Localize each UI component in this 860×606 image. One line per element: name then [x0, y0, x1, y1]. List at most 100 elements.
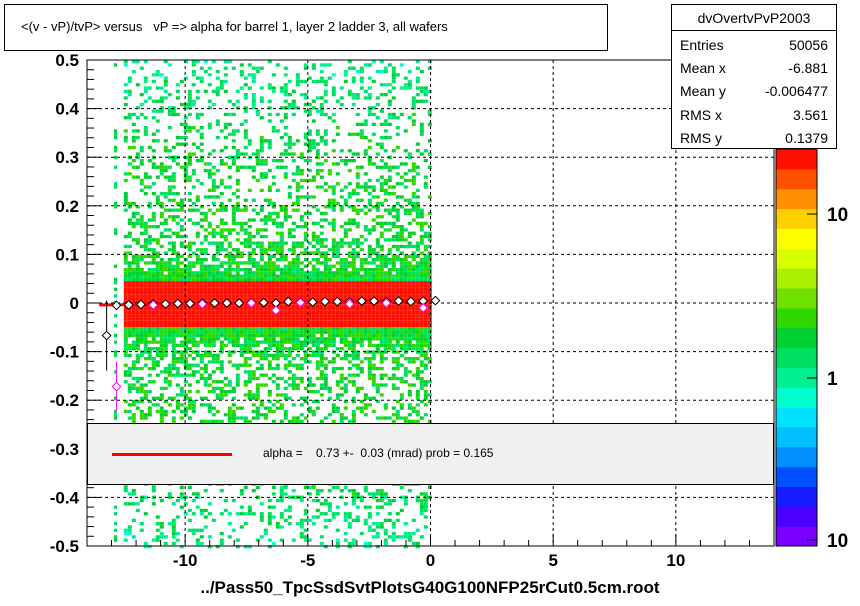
heatmap-cell [147, 248, 152, 252]
heatmap-cell [327, 258, 332, 262]
heatmap-cell [391, 310, 396, 315]
heatmap-cell [407, 281, 412, 285]
heatmap-cell [423, 274, 428, 278]
heatmap-cell [235, 330, 240, 334]
heatmap-cell [235, 168, 240, 173]
heatmap-cell [235, 284, 240, 288]
heatmap-cell [367, 317, 372, 321]
heatmap-cell [347, 251, 352, 255]
heatmap-cell [311, 340, 316, 344]
heatmap-cell [395, 366, 400, 371]
heatmap-cell [183, 324, 188, 328]
heatmap-cell [235, 264, 240, 268]
heatmap-cell [395, 208, 400, 212]
heatmap-cell [179, 218, 184, 222]
heatmap-cell [155, 528, 160, 532]
heatmap-cell [199, 320, 204, 324]
heatmap-cell [131, 122, 136, 126]
heatmap-cell [363, 291, 368, 295]
heatmap-cell [187, 390, 192, 394]
heatmap-cell [243, 317, 248, 321]
heatmap-cell [131, 294, 136, 298]
heatmap-cell [343, 284, 348, 288]
heatmap-cell [131, 419, 136, 423]
heatmap-cell [415, 419, 420, 423]
heatmap-cell [303, 159, 308, 163]
heatmap-cell [387, 248, 392, 252]
heatmap-cell [399, 244, 404, 249]
heatmap-cell [363, 274, 368, 278]
heatmap-cell [167, 380, 172, 384]
heatmap-cell [255, 307, 260, 311]
heatmap-cell [207, 390, 212, 394]
heatmap-cell [339, 195, 344, 199]
heatmap-cell [351, 317, 356, 321]
heatmap-cell [379, 215, 384, 219]
heatmap-cell [299, 185, 304, 189]
heatmap-cell [411, 518, 416, 522]
heatmap-cell [171, 525, 176, 529]
heatmap-cell [207, 99, 212, 103]
heatmap-cell [143, 291, 148, 295]
heatmap-cell [339, 291, 344, 295]
heatmap-cell [231, 248, 236, 252]
heatmap-cell [171, 360, 176, 364]
heatmap-cell [155, 350, 160, 354]
heatmap-cell [311, 221, 316, 225]
heatmap-cell [327, 337, 332, 341]
heatmap-cell [235, 317, 240, 321]
heatmap-cell [323, 79, 328, 84]
heatmap-cell [123, 320, 128, 324]
heatmap-cell [343, 258, 348, 262]
heatmap-cell [155, 347, 160, 351]
heatmap-cell [399, 234, 404, 239]
heatmap-cell [347, 287, 352, 291]
heatmap-cell [427, 347, 432, 351]
heatmap-cell [387, 337, 392, 341]
heatmap-cell [415, 172, 420, 176]
heatmap-cell [367, 274, 372, 278]
heatmap-cell [251, 284, 256, 288]
heatmap-cell [235, 307, 240, 311]
heatmap-cell [399, 231, 404, 235]
heatmap-cell [143, 307, 148, 311]
heatmap-cell [267, 376, 272, 381]
heatmap-cell [155, 310, 160, 315]
heatmap-cell [127, 314, 132, 318]
heatmap-cell [155, 360, 160, 364]
heatmap-cell [131, 274, 136, 278]
heatmap-cell [231, 333, 236, 338]
heatmap-cell [359, 409, 364, 414]
heatmap-cell [363, 541, 368, 546]
heatmap-cell [295, 258, 300, 262]
heatmap-cell [247, 333, 252, 338]
heatmap-cell [167, 208, 172, 212]
heatmap-cell [143, 271, 148, 275]
heatmap-cell [327, 201, 332, 206]
heatmap-cell [291, 112, 296, 117]
heatmap-cell [399, 333, 404, 338]
heatmap-cell [235, 512, 240, 516]
heatmap-cell [131, 324, 136, 328]
heatmap-cell [183, 330, 188, 334]
heatmap-cell [383, 258, 388, 262]
heatmap-cell [143, 274, 148, 278]
heatmap-cell [335, 310, 340, 315]
heatmap-cell [379, 261, 384, 265]
heatmap-cell [359, 234, 364, 239]
heatmap-cell [343, 383, 348, 387]
heatmap-cell [375, 116, 380, 120]
heatmap-cell [351, 498, 356, 503]
heatmap-cell [419, 333, 424, 338]
heatmap-cell [411, 310, 416, 315]
heatmap-cell [259, 267, 264, 272]
heatmap-cell [179, 261, 184, 265]
heatmap-cell [343, 399, 348, 404]
heatmap-cell [419, 258, 424, 262]
heatmap-cell [407, 393, 412, 397]
heatmap-cell [295, 73, 300, 77]
heatmap-cell [335, 284, 340, 288]
heatmap-cell [235, 178, 240, 183]
heatmap-cell [163, 234, 168, 239]
heatmap-cell [171, 337, 176, 341]
